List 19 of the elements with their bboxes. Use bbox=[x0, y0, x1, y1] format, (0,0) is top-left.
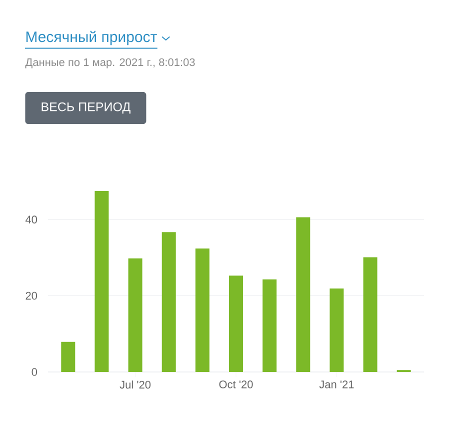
x-tick-label: Jan '21 bbox=[319, 380, 354, 388]
bar bbox=[363, 257, 378, 372]
x-tick-label: Oct '20 bbox=[219, 380, 253, 388]
bar bbox=[61, 342, 76, 372]
y-tick-label: 20 bbox=[26, 292, 38, 300]
x-tick-label: Jul '20 bbox=[120, 380, 151, 389]
bar bbox=[94, 190, 109, 372]
bar bbox=[195, 248, 210, 372]
y-tick-label: 0 bbox=[32, 368, 38, 376]
bar bbox=[128, 258, 142, 372]
bar bbox=[162, 232, 176, 372]
bar bbox=[229, 276, 243, 372]
bar bbox=[262, 279, 277, 372]
y-tick-label: 40 bbox=[25, 216, 38, 224]
bar bbox=[330, 288, 344, 372]
chart-subtitle: Данные по 1 мар. 2021 г., 8:01:03 bbox=[25, 58, 195, 68]
bar bbox=[296, 217, 310, 372]
text: ВЕСЬ ПЕРИОД bbox=[42, 102, 130, 114]
chart-title: Месячный прирост bbox=[26, 30, 157, 46]
